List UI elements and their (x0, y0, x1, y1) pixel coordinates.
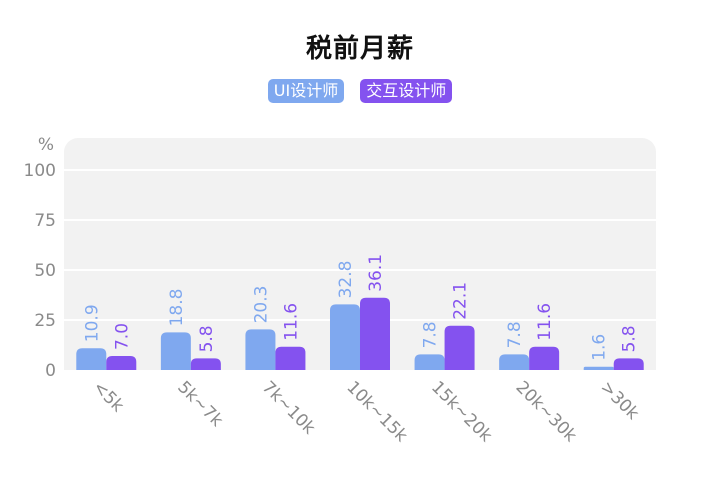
y-tick-label: 75 (34, 211, 56, 231)
legend-item-ui-designer[interactable]: UI设计师 (267, 79, 345, 103)
bar (360, 297, 390, 370)
data-label: 7.8 (505, 321, 525, 348)
bar (499, 354, 530, 370)
bar (106, 356, 137, 370)
data-label: 1.6 (590, 334, 610, 361)
data-label: 7.0 (112, 323, 132, 350)
y-tick-label: 50 (34, 261, 56, 281)
x-tick-label: 5k~7k (173, 377, 227, 431)
y-tick-label: 25 (34, 311, 56, 331)
data-label: 11.6 (281, 303, 301, 341)
bar (613, 358, 644, 370)
data-label: 32.8 (336, 261, 356, 299)
x-tick-label: >30k (596, 377, 643, 424)
bar (583, 366, 614, 370)
y-tick-label: 100 (24, 161, 56, 181)
bar (76, 348, 107, 370)
data-label: 10.9 (82, 304, 102, 342)
plot-area (64, 138, 656, 370)
bar (330, 304, 360, 370)
data-label: 20.3 (251, 286, 271, 324)
x-tick-label: <5k (89, 377, 128, 416)
bar (160, 332, 191, 370)
bar (444, 325, 475, 370)
x-tick-label: 7k~10k (258, 377, 319, 438)
y-axis-label: % (38, 135, 54, 155)
data-label: 22.1 (451, 282, 471, 320)
bar (245, 329, 276, 370)
bar (414, 354, 445, 370)
x-tick-label: 10k~15k (342, 377, 411, 446)
y-tick-label: 0 (45, 361, 56, 381)
data-label: 11.6 (535, 303, 555, 341)
bar (275, 346, 306, 370)
legend-item-interaction-designer[interactable]: 交互设计师 (360, 79, 453, 103)
x-tick-label: 15k~20k (427, 377, 496, 446)
data-label: 5.8 (620, 325, 640, 352)
chart-title: 税前月薪 (305, 34, 414, 64)
data-label: 18.8 (167, 289, 187, 327)
x-tick-label: 20k~30k (512, 377, 581, 446)
data-label: 7.8 (421, 321, 441, 348)
data-label: 5.8 (197, 325, 217, 352)
data-label: 36.1 (366, 254, 386, 292)
bar (529, 346, 560, 370)
legend: UI设计师 交互设计师 (0, 79, 720, 103)
bar (190, 358, 221, 370)
